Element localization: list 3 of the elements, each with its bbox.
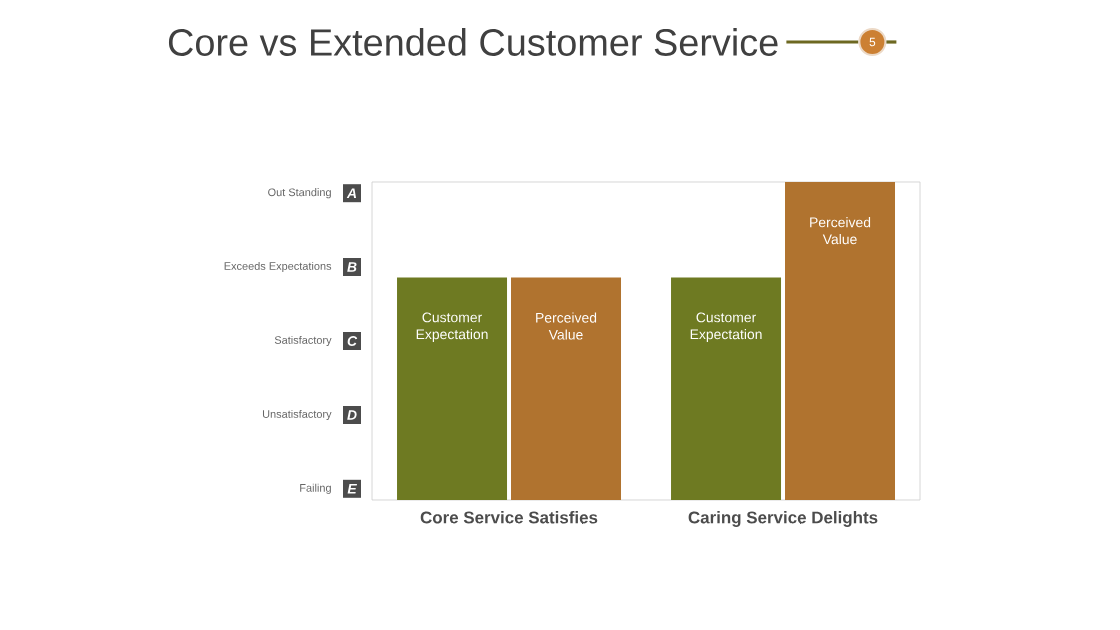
- x-tick-label: Core Service Satisfies: [420, 511, 598, 524]
- chart-title: Core vs Extended Customer Service: [168, 28, 778, 56]
- x-tick-label: Caring Service Delights: [688, 511, 878, 527]
